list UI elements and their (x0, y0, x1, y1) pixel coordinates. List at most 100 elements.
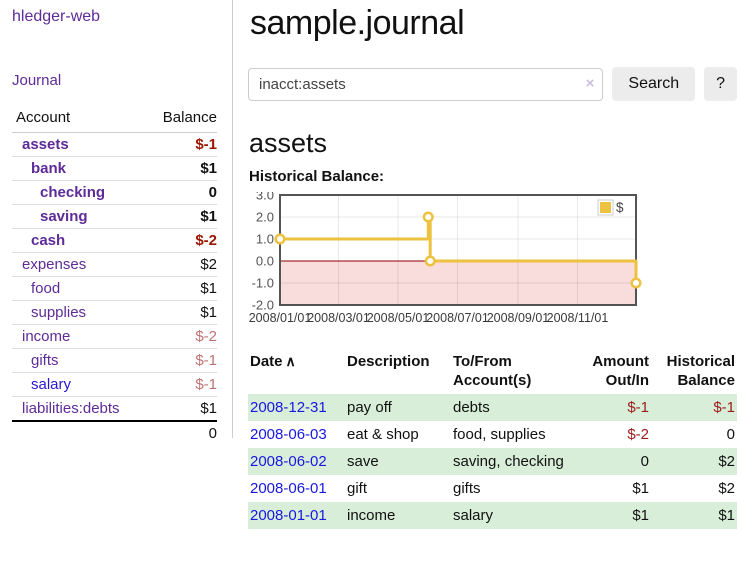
x-axis-tick-label: 2008/05/01 (367, 311, 430, 325)
y-axis-tick-label: 1.0 (256, 232, 274, 247)
account-link-liabilities-debts[interactable]: liabilities:debts (22, 400, 120, 417)
y-axis-tick-label: 3.0 (256, 192, 274, 203)
x-axis-tick-label: 2008/11/01 (547, 311, 609, 325)
chart-title: Historical Balance: (249, 168, 385, 185)
transaction-balance: $2 (718, 453, 735, 470)
negative-region (280, 261, 636, 305)
transaction-balance: 0 (726, 426, 735, 443)
plot-border (279, 194, 637, 306)
account-balance: $-1 (145, 372, 217, 397)
legend-label: $ (616, 200, 624, 215)
accounts-total-value: 0 (145, 420, 217, 445)
search-row: × Search ? (248, 67, 737, 101)
x-axis-tick-label: 2008/01/01 (249, 311, 312, 325)
account-balance: $1 (145, 276, 217, 301)
transaction-amount: 0 (640, 453, 649, 470)
y-axis-tick-label: -1.0 (252, 276, 274, 291)
search-button[interactable]: Search (612, 67, 696, 101)
transaction-accounts: salary (453, 507, 494, 524)
transaction-date-link[interactable]: 2008-12-31 (250, 399, 327, 416)
balance-chart: $3.0 2.0 1.0 0.0 -1.0 -2.0 2008/01/01 2008/03/0… (248, 192, 737, 334)
search-box: × (248, 67, 604, 101)
data-point-marker (422, 211, 434, 223)
account-row: cash $-2 (12, 228, 217, 253)
register-table: Date ∧ Description To/From Account(s) Amo… (248, 348, 737, 529)
x-axis-tick-label: 2008/09/01 (487, 311, 550, 325)
transaction-accounts: saving, checking (453, 453, 564, 470)
account-heading: assets (249, 128, 328, 158)
transaction-description: income (347, 507, 396, 524)
y-axis-tick-label: -2.0 (252, 298, 274, 313)
page-title: sample.journal (250, 4, 465, 42)
account-link-income[interactable]: income (22, 328, 71, 345)
transaction-date-link[interactable]: 2008-01-01 (250, 507, 327, 524)
register-header-amount: Amount Out/In (592, 353, 649, 389)
account-row: gifts $-1 (12, 348, 217, 373)
data-point-marker (274, 233, 286, 245)
account-link-expenses[interactable]: expenses (22, 256, 87, 273)
account-link-food[interactable]: food (31, 280, 61, 297)
transaction-date-link[interactable]: 2008-06-03 (250, 426, 327, 443)
account-link-gifts[interactable]: gifts (31, 352, 59, 369)
transaction-balance: $-1 (713, 399, 735, 416)
search-input[interactable] (248, 67, 604, 101)
account-balance: $-1 (145, 348, 217, 373)
register-header-balance: Historical Balance (666, 353, 735, 389)
transaction-accounts: debts (453, 399, 490, 416)
register-row: 2008-06-01 gift gifts $1 $2 (248, 475, 737, 502)
register-row: 2008-06-03 eat & shop food, supplies $-2 0 (248, 421, 737, 448)
transaction-balance: $1 (718, 507, 735, 524)
transaction-description: gift (347, 480, 368, 497)
account-balance: $-2 (145, 324, 217, 349)
account-balance: 0 (145, 180, 217, 205)
main-panel: sample.journal × Search ? assets Histori… (248, 0, 737, 529)
account-link-bank[interactable]: bank (31, 160, 67, 177)
account-row: income $-2 (12, 324, 217, 349)
transaction-amount: $-1 (627, 399, 649, 416)
help-button[interactable]: ? (704, 67, 737, 101)
journal-link[interactable]: Journal (12, 72, 62, 89)
accounts-total-row: 0 (12, 420, 217, 445)
transaction-description: save (347, 453, 379, 470)
transaction-date-link[interactable]: 2008-06-01 (250, 480, 327, 497)
account-balance: $2 (145, 252, 217, 277)
accounts-header-balance: Balance (145, 106, 217, 133)
transaction-description: eat & shop (347, 426, 419, 443)
transaction-date-link[interactable]: 2008-06-02 (250, 453, 327, 470)
app-title-link[interactable]: hledger-web (12, 8, 101, 25)
y-axis-tick-label: 0.0 (256, 254, 274, 269)
account-row: liabilities:debts $1 (12, 396, 217, 421)
register-row: 2008-06-02 save saving, checking 0 $2 (248, 448, 737, 475)
transaction-amount: $-2 (627, 426, 649, 443)
account-link-cash[interactable]: cash (31, 232, 66, 249)
account-row: supplies $1 (12, 300, 217, 325)
account-link-supplies[interactable]: supplies (31, 304, 87, 321)
register-header-date[interactable]: Date ∧ (250, 353, 296, 370)
clear-search-icon[interactable]: × (585, 74, 595, 92)
data-point-marker (424, 255, 436, 267)
sort-asc-icon: ∧ (285, 353, 296, 369)
sidebar: hledger-web Journal Account Balance asse… (0, 0, 233, 445)
account-link-saving[interactable]: saving (40, 208, 88, 225)
register-header-row: Date ∧ Description To/From Account(s) Amo… (248, 348, 737, 394)
transaction-description: pay off (347, 399, 392, 416)
transaction-balance: $2 (718, 480, 735, 497)
x-axis-tick-label: 2008/07/01 (426, 311, 489, 325)
y-axis-tick-label: 2.0 (256, 210, 274, 225)
account-row: saving $1 (12, 204, 217, 229)
account-row: bank $1 (12, 156, 217, 181)
data-point-marker (630, 277, 642, 289)
account-row: expenses $2 (12, 252, 217, 277)
account-row: salary $-1 (12, 372, 217, 397)
account-link-assets[interactable]: assets (22, 136, 69, 153)
account-link-salary[interactable]: salary (31, 376, 72, 393)
transaction-amount: $1 (632, 507, 649, 524)
historical-balance-plot: $3.0 2.0 1.0 0.0 -1.0 -2.02008/01/012008/03/0… (249, 192, 642, 325)
account-link-checking[interactable]: checking (40, 184, 106, 201)
account-balance: $1 (145, 156, 217, 181)
account-balance: $-2 (145, 228, 217, 253)
account-balance: $-1 (195, 136, 217, 153)
register-row: 2008-01-01 income salary $1 $1 (248, 502, 737, 529)
transaction-accounts: gifts (453, 480, 481, 497)
register-header-accounts: To/From Account(s) (453, 353, 532, 389)
